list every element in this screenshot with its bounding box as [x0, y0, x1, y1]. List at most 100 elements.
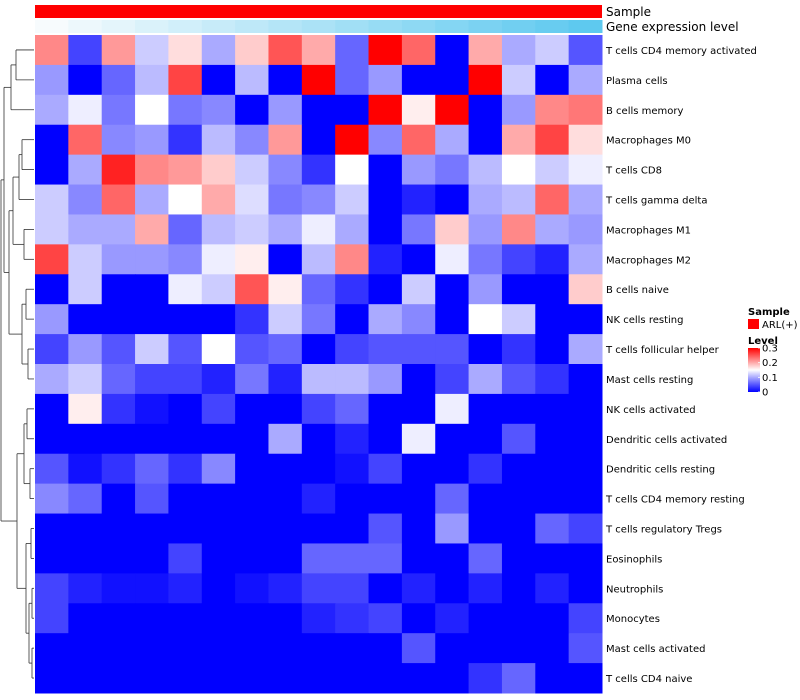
heatmap-cell — [135, 453, 169, 485]
expression-track-cell — [135, 20, 169, 33]
heatmap-cell — [368, 633, 403, 664]
heatmap-cell — [401, 214, 436, 245]
heatmap-cell — [68, 513, 103, 544]
row-label: NK cells activated — [606, 405, 696, 416]
heatmap-cell — [235, 214, 269, 245]
heatmap-cell — [135, 304, 169, 335]
heatmap-cell — [201, 35, 236, 66]
heatmap-cell — [135, 603, 169, 634]
heatmap-cell — [201, 513, 236, 544]
heatmap-cell — [235, 184, 269, 215]
heatmap-cell — [168, 64, 203, 96]
heatmap-cell — [301, 244, 336, 275]
heatmap-cell — [501, 184, 536, 215]
heatmap-cell — [468, 633, 503, 664]
expression-track-cell — [335, 20, 370, 33]
heatmap-cell — [101, 393, 136, 425]
heatmap-cell — [35, 393, 69, 425]
heatmap-cell — [435, 124, 470, 156]
heatmap-cell — [235, 483, 269, 515]
heatmap-cell — [468, 543, 503, 574]
heatmap-cell — [401, 483, 436, 515]
heatmap-cell — [235, 244, 269, 275]
heatmap-cell — [135, 35, 169, 66]
row-label: Neutrophils — [606, 584, 663, 595]
heatmap-cell — [135, 274, 169, 305]
heatmap-cell — [235, 64, 269, 96]
heatmap-cell — [101, 633, 136, 664]
heatmap-cell — [101, 513, 136, 544]
heatmap-cell — [435, 513, 470, 544]
heatmap-cell — [435, 184, 470, 215]
row-label: Macrophages M1 — [606, 225, 691, 236]
expression-track-cell — [201, 20, 236, 33]
heatmap-cell — [168, 334, 203, 365]
heatmap-cell — [568, 543, 603, 574]
heatmap-cell — [335, 633, 370, 664]
heatmap-cell — [435, 154, 470, 186]
heatmap-cell — [135, 364, 169, 395]
row-label: Monocytes — [606, 614, 660, 625]
heatmap-cell — [368, 543, 403, 574]
heatmap-cell — [335, 304, 370, 335]
legend-sample-title: Sample — [748, 307, 790, 318]
expression-track-cell — [401, 20, 436, 33]
expression-track-cell — [268, 20, 303, 33]
heatmap-cell — [101, 35, 136, 66]
heatmap-cell — [201, 423, 236, 455]
heatmap-cell — [268, 573, 303, 604]
heatmap-cell — [68, 94, 103, 126]
heatmap-cell — [535, 94, 570, 126]
heatmap-cell — [335, 334, 370, 365]
heatmap-cell — [368, 513, 403, 544]
heatmap-cell — [535, 35, 570, 66]
expression-track-cell — [501, 20, 536, 33]
heatmap-cell — [68, 124, 103, 156]
heatmap-cell — [101, 154, 136, 186]
heatmap-cell — [368, 94, 403, 126]
heatmap-cell — [135, 124, 169, 156]
heatmap-cells — [35, 35, 603, 694]
heatmap-cell — [501, 35, 536, 66]
heatmap-cell — [235, 423, 269, 455]
heatmap-cell — [35, 663, 69, 694]
heatmap-cell — [401, 543, 436, 574]
heatmap-cell — [468, 64, 503, 96]
heatmap-cell — [235, 543, 269, 574]
heatmap-cell — [501, 483, 536, 515]
heatmap-cell — [268, 393, 303, 425]
heatmap-cell — [101, 483, 136, 515]
heatmap-cell — [168, 513, 203, 544]
heatmap-cell — [268, 603, 303, 634]
heatmap-cell — [335, 94, 370, 126]
expression-track-cell — [535, 20, 570, 33]
heatmap-cell — [468, 573, 503, 604]
heatmap-cell — [401, 573, 436, 604]
heatmap-cell — [235, 364, 269, 395]
heatmap-cell — [301, 35, 336, 66]
heatmap-cell — [435, 214, 470, 245]
heatmap-cell — [301, 184, 336, 215]
heatmap-cell — [168, 483, 203, 515]
heatmap-cell — [268, 94, 303, 126]
heatmap-cell — [401, 154, 436, 186]
legend-sample-swatch — [748, 319, 759, 329]
heatmap-cell — [535, 483, 570, 515]
heatmap-cell — [68, 364, 103, 395]
heatmap-cell — [501, 573, 536, 604]
heatmap-cell — [201, 124, 236, 156]
row-label: Dendritic cells activated — [606, 435, 727, 446]
heatmap-cell — [335, 603, 370, 634]
heatmap-cell — [335, 453, 370, 485]
heatmap-cell — [68, 603, 103, 634]
heatmap-cell — [435, 423, 470, 455]
heatmap-cell — [201, 334, 236, 365]
heatmap-cell — [301, 154, 336, 186]
heatmap-cell — [35, 453, 69, 485]
heatmap-cell — [468, 124, 503, 156]
heatmap-cell — [35, 154, 69, 186]
heatmap-cell — [235, 603, 269, 634]
heatmap-cell — [235, 513, 269, 544]
heatmap-cell — [135, 483, 169, 515]
